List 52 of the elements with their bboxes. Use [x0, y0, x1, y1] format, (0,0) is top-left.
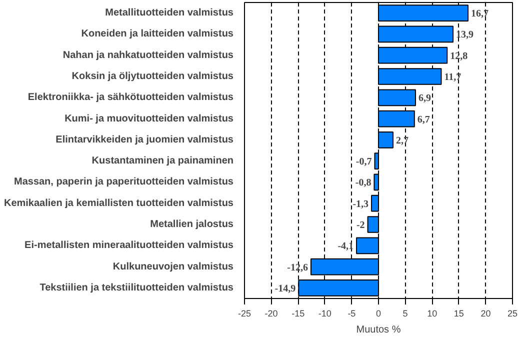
- data-label: -4,1: [338, 241, 354, 252]
- data-label: -0,8: [355, 178, 372, 189]
- bar: [367, 216, 379, 233]
- y-tick-label: Kumi- ja muovituotteiden valmistus: [64, 113, 234, 124]
- y-tick-label: Nahan ja nahkatuotteiden valmistus: [62, 50, 234, 61]
- x-tick-label: -10: [318, 308, 332, 318]
- bar: [374, 174, 379, 191]
- x-tick-label: 15: [454, 308, 464, 318]
- x-axis-title: Muutos %: [356, 324, 401, 336]
- bar: [378, 132, 394, 148]
- data-label: -0,7: [356, 156, 372, 168]
- y-tick-label: Elintarvikkeiden ja juomien valmistus: [56, 134, 234, 146]
- x-tick-label: 10: [427, 308, 438, 318]
- data-label: -2: [356, 220, 365, 231]
- data-label: 2,7: [396, 135, 408, 146]
- bar: [310, 258, 379, 276]
- y-tick-label: Massan, paperin ja paperituotteiden valmistus: [14, 176, 234, 188]
- x-tick-label: -25: [238, 308, 252, 318]
- y-tick-label: Kemikaalien ja kemiallisten tuotteiden valmistus: [4, 198, 234, 209]
- y-tick-label: Ei-metallisten mineraalituotteiden valmistus: [24, 240, 234, 252]
- data-label: -14,9: [274, 283, 296, 294]
- y-tick-label: Koneiden ja laitteiden valmistus: [81, 28, 234, 40]
- bar: [374, 152, 379, 170]
- bar: [378, 68, 442, 85]
- x-tick-label: -5: [348, 308, 356, 318]
- y-tick-label: Kustantaminen ja painaminen: [92, 156, 234, 167]
- y-tick-label: Koksin ja öljytuotteiden valmistus: [72, 71, 234, 82]
- data-label: -12,6: [287, 262, 308, 274]
- data-label: -1,3: [352, 198, 369, 210]
- bar: [378, 46, 448, 64]
- x-tick-label: 5: [402, 308, 408, 318]
- y-tick-label: Metallituotteiden valmistus: [105, 8, 234, 19]
- bar: [356, 237, 379, 254]
- data-label: 6,9: [418, 93, 431, 104]
- data-label: 6,7: [417, 114, 430, 126]
- x-tick-label: 0: [376, 308, 382, 318]
- data-label: 13,9: [456, 30, 474, 41]
- y-tick-label: Kulkuneuvojen valmistus: [112, 261, 234, 272]
- bar: [378, 26, 454, 43]
- y-tick-label: Metallien jalostus: [150, 219, 234, 230]
- x-tick-label: -15: [292, 308, 305, 318]
- y-tick-label: Tekstiilien ja tekstiilituotteiden valmistus: [40, 282, 234, 294]
- x-tick-label: -20: [264, 308, 278, 318]
- x-tick-label: 20: [480, 308, 491, 318]
- bar: [371, 194, 379, 212]
- y-tick-label: Elektroniikka- ja sähkötuotteiden valmistus: [28, 92, 234, 104]
- x-tick-label: 25: [507, 308, 518, 318]
- data-label: 12,8: [450, 50, 468, 62]
- bar: [378, 89, 416, 106]
- bar: [378, 110, 415, 128]
- data-label: 11,7: [444, 72, 462, 83]
- data-label: 16,7: [471, 8, 489, 20]
